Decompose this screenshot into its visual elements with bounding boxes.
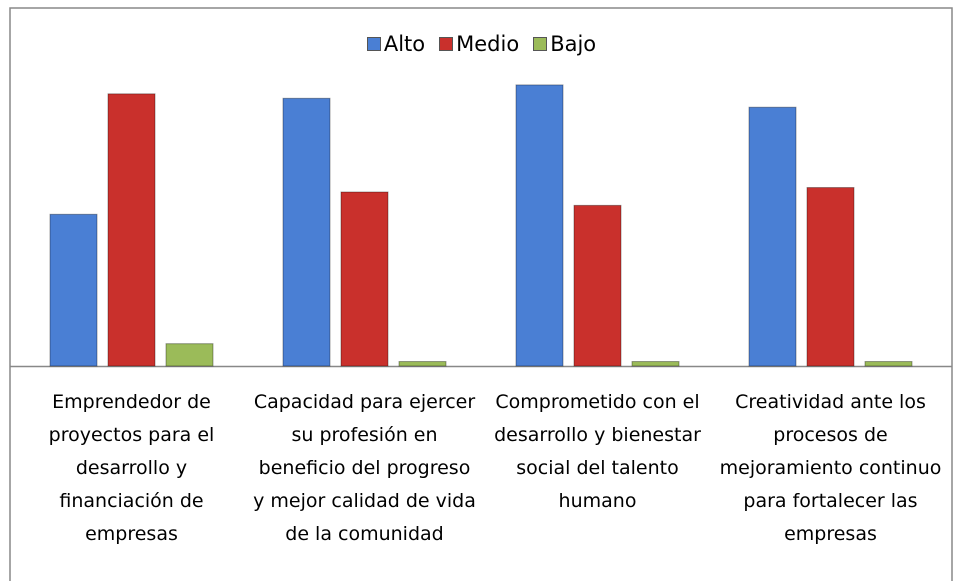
bar [515, 84, 564, 367]
legend-label: Bajo [550, 32, 597, 56]
x-tick-label: Creatividad ante los procesos de mejoram… [719, 391, 942, 545]
bar [806, 187, 855, 367]
legend: Alto Medio Bajo [0, 32, 963, 56]
legend-swatch [439, 37, 454, 51]
bar [282, 97, 331, 367]
bar [573, 204, 622, 367]
legend-label: Alto [383, 32, 426, 56]
legend-item: Medio [439, 32, 519, 56]
bar [165, 343, 214, 367]
x-tick-label: Comprometido con el desarrollo y bienest… [494, 391, 701, 512]
bar [631, 361, 680, 367]
x-tick-label: Capacidad para ejercer su profesión en b… [253, 391, 476, 545]
x-tick-label: Emprendedor de proyectos para el desarro… [48, 391, 215, 545]
bar [107, 93, 156, 367]
bar [398, 361, 447, 367]
bar [864, 361, 913, 367]
chart-frame [9, 7, 953, 581]
legend-item: Bajo [533, 32, 596, 56]
legend-swatch [533, 37, 548, 51]
bar [748, 106, 797, 367]
bar [49, 213, 98, 367]
legend-item: Alto [366, 32, 426, 56]
legend-label: Medio [456, 32, 520, 56]
bar [340, 191, 389, 367]
legend-swatch [366, 37, 381, 51]
